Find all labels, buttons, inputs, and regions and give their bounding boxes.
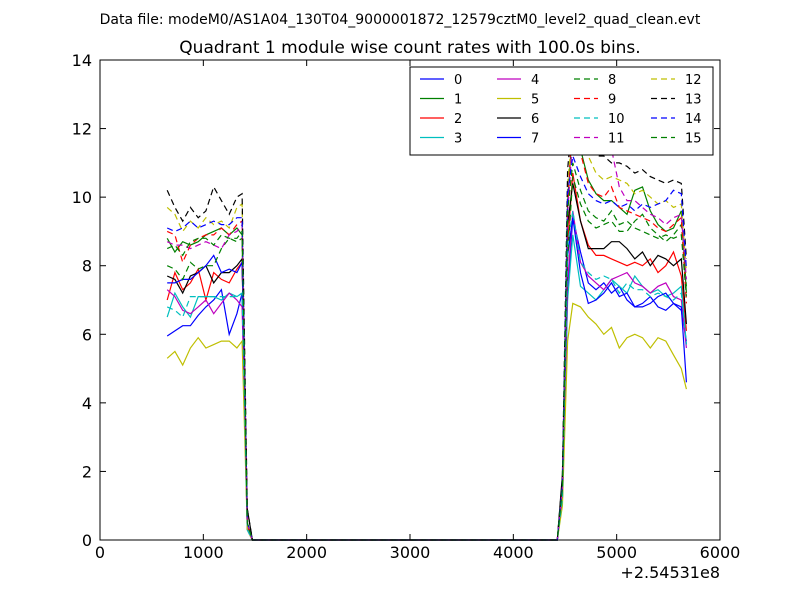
- chart-title: Quadrant 1 module wise count rates with …: [179, 38, 640, 58]
- series-line-5: [166, 302, 687, 541]
- series-line-8: [166, 176, 687, 541]
- series-line-10: [166, 210, 687, 541]
- x-tick-label: 5000: [596, 543, 637, 562]
- chart-suptitle: Data file: modeM0/AS1A04_130T04_90000018…: [100, 12, 701, 28]
- legend-label-14: 14: [685, 112, 702, 127]
- y-tick-label: 0: [82, 531, 92, 550]
- legend-label-12: 12: [685, 73, 702, 88]
- y-tick-label: 4: [82, 394, 92, 413]
- legend-label-11: 11: [608, 132, 625, 147]
- series-line-15: [166, 162, 687, 541]
- y-tick-label: 6: [82, 325, 92, 344]
- x-tick-label: 2000: [286, 543, 327, 562]
- legend-label-9: 9: [608, 93, 616, 108]
- series-line-9: [166, 107, 687, 541]
- legend-box: [409, 66, 714, 156]
- legend-label-7: 7: [531, 132, 539, 147]
- legend-label-3: 3: [454, 132, 462, 147]
- plot-lines: [166, 107, 687, 541]
- y-tick-label: 12: [72, 120, 92, 139]
- legend-label-2: 2: [454, 112, 462, 127]
- legend-label-6: 6: [531, 112, 539, 127]
- series-line-11: [166, 133, 687, 541]
- legend-label-0: 0: [454, 73, 462, 88]
- legend-label-10: 10: [608, 112, 625, 127]
- x-offset-label: +2.54531e8: [620, 563, 720, 582]
- legend-label-1: 1: [454, 93, 462, 108]
- legend-label-15: 15: [685, 132, 702, 147]
- x-tick-label: 0: [95, 543, 105, 562]
- x-tick-label: 3000: [390, 543, 431, 562]
- y-tick-label: 8: [82, 257, 92, 276]
- x-tick-label: 4000: [493, 543, 534, 562]
- series-line-14: [166, 155, 687, 541]
- y-tick-label: 2: [82, 462, 92, 481]
- x-tick-label: 1000: [183, 543, 224, 562]
- y-tick-label: 10: [72, 188, 92, 207]
- legend-label-5: 5: [531, 93, 539, 108]
- x-tick-label: 6000: [700, 543, 741, 562]
- legend-label-8: 8: [608, 73, 616, 88]
- legend-label-13: 13: [685, 93, 702, 108]
- legend-label-4: 4: [531, 73, 539, 88]
- series-line-13: [166, 111, 687, 541]
- y-tick-label: 14: [72, 51, 92, 70]
